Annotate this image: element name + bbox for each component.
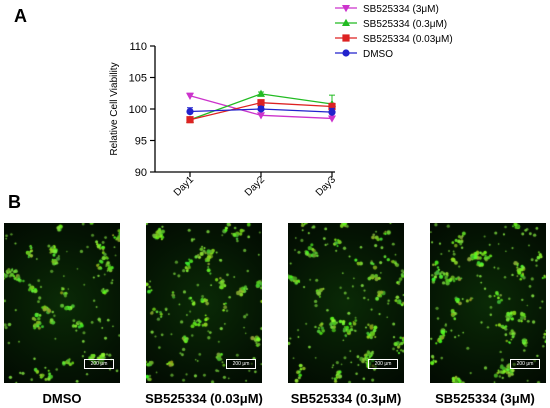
legend-label: SB525334 (3μM) — [363, 4, 439, 15]
micrograph-sb525334-0-3um: 200 μm — [288, 223, 404, 383]
caption-sb525334-0-3um: SB525334 (0.3μM) — [290, 391, 402, 406]
cell-image — [288, 223, 404, 383]
scale-bar-label: 200 μm — [90, 361, 108, 367]
scale-bar-label: 200 μm — [232, 361, 250, 367]
micrograph-sb525334-0-03um: 200 μm — [146, 223, 262, 383]
caption-sb525334-0-03um: SB525334 (0.03μM) — [145, 391, 263, 406]
panel-b-label: B — [8, 192, 21, 212]
cell-image — [430, 223, 546, 383]
y-tick-label: 105 — [129, 73, 147, 85]
micrograph-sb525334-3um: 200 μm — [430, 223, 546, 383]
scale-bar: 200 μm — [368, 359, 398, 369]
data-point — [328, 115, 336, 123]
panel-a-label: A — [14, 6, 27, 26]
cell-image — [146, 223, 262, 383]
line-chart: 90 95 100 105 110 Day1 Day2 Day3 Relative Cell V… — [109, 4, 453, 199]
micrograph-dmso: 200 μm — [4, 223, 120, 383]
data-point — [328, 108, 336, 116]
data-point — [257, 89, 265, 97]
scale-bar: 200 μm — [84, 359, 114, 369]
data-point — [257, 99, 265, 107]
caption-sb525334-3um: SB525334 (3μM) — [435, 391, 535, 406]
legend-label: SB525334 (0.3μM) — [363, 19, 447, 30]
legend-marker — [342, 34, 350, 42]
scale-bar-label: 200 μm — [374, 361, 392, 367]
legend-label: DMSO — [363, 49, 393, 60]
data-point — [186, 107, 194, 116]
data-point — [186, 92, 194, 100]
y-tick-label: 100 — [129, 104, 147, 116]
caption-dmso: DMSO — [42, 391, 82, 406]
data-point — [257, 105, 265, 113]
y-tick-label: 95 — [135, 136, 147, 148]
scale-bar: 200 μm — [226, 359, 256, 369]
scale-bar-label: 200 μm — [516, 361, 534, 367]
legend-label: SB525334 (0.03μM) — [363, 34, 453, 45]
data-point — [186, 116, 194, 124]
x-tick-label: Day2 — [243, 174, 268, 199]
data-point — [257, 112, 265, 120]
legend-marker — [342, 49, 350, 57]
data-point — [328, 102, 336, 111]
x-tick-label: Day3 — [314, 174, 339, 199]
y-tick-label: 110 — [129, 41, 147, 53]
legend-marker — [342, 5, 350, 13]
legend-marker — [342, 18, 350, 26]
x-tick-label: Day1 — [172, 174, 197, 199]
scale-bar: 200 μm — [510, 359, 540, 369]
cell-image — [4, 223, 120, 383]
y-tick-label: 90 — [135, 167, 147, 179]
y-axis-label: Relative Cell Viability — [109, 62, 120, 155]
